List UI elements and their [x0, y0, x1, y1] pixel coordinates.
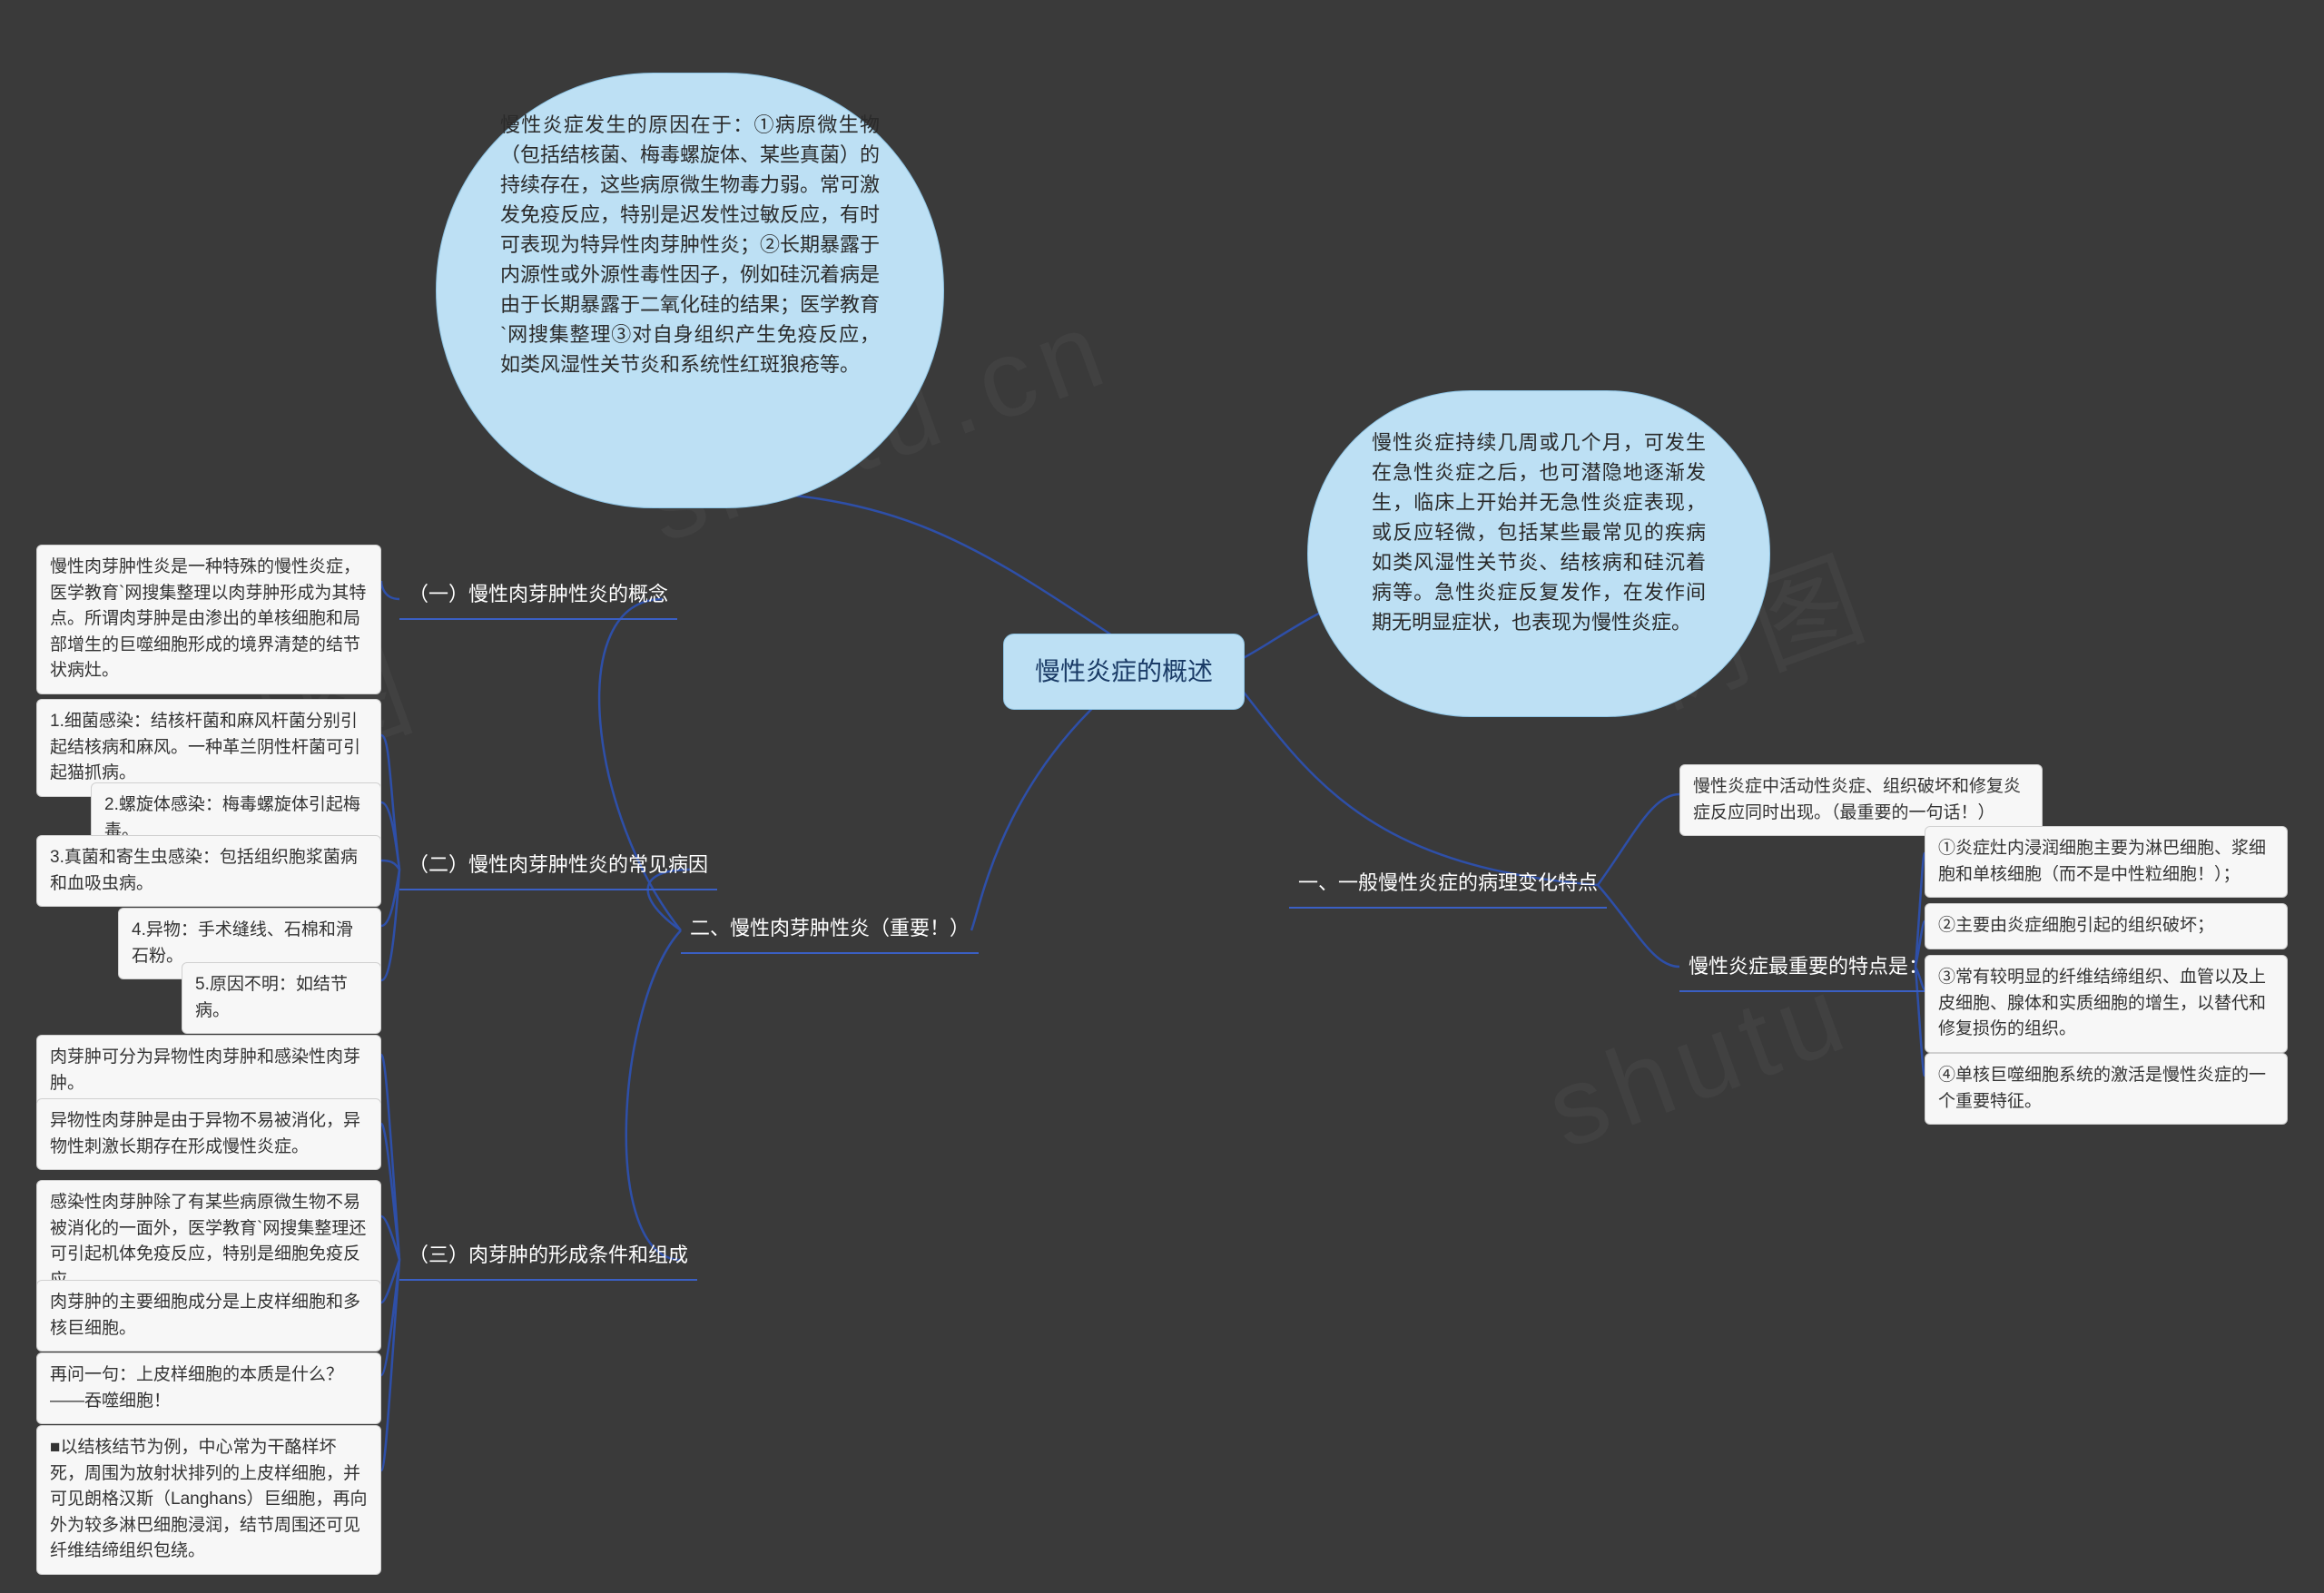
bubble-overview: 慢性炎症持续几周或几个月，可发生在急性炎症之后，也可潜隐地逐渐发生，临床上开始并… [1307, 390, 1770, 717]
leaf-form-6: ■以结核结节为例，中心常为干酪样坏死，周围为放射状排列的上皮样细胞，并可见朗格汉… [36, 1425, 381, 1575]
leaf-cause-5: 5.原因不明：如结节病。 [182, 962, 381, 1034]
edge [381, 581, 399, 599]
leaf-feature-1: ①炎症灶内浸润细胞主要为淋巴细胞、浆细胞和单核细胞（而不是中性粒细胞！）； [1925, 826, 2288, 898]
leaf-form-2: 异物性肉芽肿是由于异物不易被消化，异物性刺激长期存在形成慢性炎症。 [36, 1098, 381, 1170]
edge [381, 802, 399, 870]
edge [971, 690, 1112, 930]
bubble-causes: 慢性炎症发生的原因在于：①病原微生物（包括结核菌、梅毒螺旋体、某些真菌）的持续存… [436, 73, 944, 508]
edge [381, 1260, 399, 1470]
edge [1598, 885, 1679, 967]
edge [381, 1260, 399, 1375]
branch-left-3[interactable]: （三）肉芽肿的形成条件和组成 [399, 1234, 697, 1281]
mindmap-canvas: 树图 shutu.cn 树图 shutu 慢性炎症的概述 慢性炎症发生的原因在于… [0, 0, 2324, 1593]
edge [381, 1216, 399, 1260]
leaf-form-4: 肉芽肿的主要细胞成分是上皮样细胞和多核巨细胞。 [36, 1280, 381, 1352]
branch-left-main[interactable]: 二、慢性肉芽肿性炎（重要！） [681, 908, 979, 954]
edge [381, 870, 399, 926]
branch-right-main[interactable]: 一、一般慢性炎症的病理变化特点 [1289, 862, 1607, 909]
edge [381, 870, 399, 980]
edge [381, 1124, 399, 1260]
leaf-cause-3: 3.真菌和寄生虫感染：包括组织胞浆菌病和血吸虫病。 [36, 835, 381, 907]
leaf-feature-2: ②主要由炎症细胞引起的组织破坏； [1925, 903, 2288, 949]
leaf-form-1: 肉芽肿可分为异物性肉芽肿和感染性肉芽肿。 [36, 1035, 381, 1106]
leaf-feature-3: ③常有较明显的纤维结缔组织、血管以及上皮细胞、腺体和实质细胞的增生，以替代和修复… [1925, 955, 2288, 1053]
center-node[interactable]: 慢性炎症的概述 [1003, 634, 1245, 710]
leaf-feature-4: ④单核巨噬细胞系统的激活是慢性炎症的一个重要特征。 [1925, 1053, 2288, 1125]
branch-right-sub[interactable]: 慢性炎症最重要的特点是： [1679, 946, 1937, 992]
edge [1598, 794, 1679, 885]
leaf-form-5: 再问一句：上皮样细胞的本质是什么？——吞噬细胞！ [36, 1352, 381, 1424]
edge [381, 1055, 399, 1260]
edge [381, 860, 399, 870]
edge [381, 735, 399, 870]
branch-left-1[interactable]: （一）慢性肉芽肿性炎的概念 [399, 574, 677, 620]
edge [690, 490, 1112, 635]
branch-left-2[interactable]: （二）慢性肉芽肿性炎的常见病因 [399, 844, 717, 890]
leaf-concept: 慢性肉芽肿性炎是一种特殊的慢性炎症，医学教育`网搜集整理以肉芽肿形成为其特点。所… [36, 545, 381, 694]
edge [626, 930, 681, 1260]
edge [381, 1260, 399, 1303]
